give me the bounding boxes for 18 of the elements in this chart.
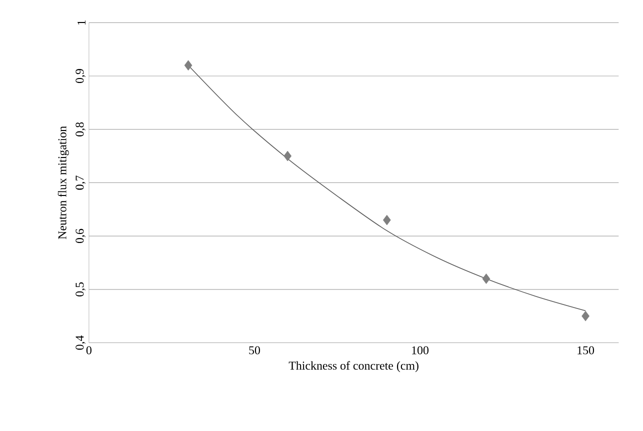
point: [582, 311, 590, 322]
y-tick-label: 0,5: [76, 282, 86, 297]
point: [482, 274, 490, 284]
y-tick-label: 0,9: [76, 69, 86, 84]
x-axis-title: Thickness of concrete (cm): [288, 361, 418, 372]
y-tick-label: 0,4: [76, 336, 86, 350]
y-tick-label: 1: [78, 20, 86, 25]
point: [284, 151, 292, 162]
x-tick-label: 100: [412, 346, 429, 355]
y-tick-label: 0,6: [76, 229, 86, 244]
point: [382, 215, 391, 226]
x-tick-label: 50: [249, 346, 260, 355]
y-axis-title: Neutron flux mitigation: [58, 126, 69, 240]
x-tick-label: 0: [86, 346, 92, 355]
y-tick-label: 0,8: [76, 122, 86, 137]
y-tick-label: 0,7: [76, 176, 86, 190]
point: [184, 60, 192, 71]
x-tick-label: 150: [578, 346, 594, 355]
